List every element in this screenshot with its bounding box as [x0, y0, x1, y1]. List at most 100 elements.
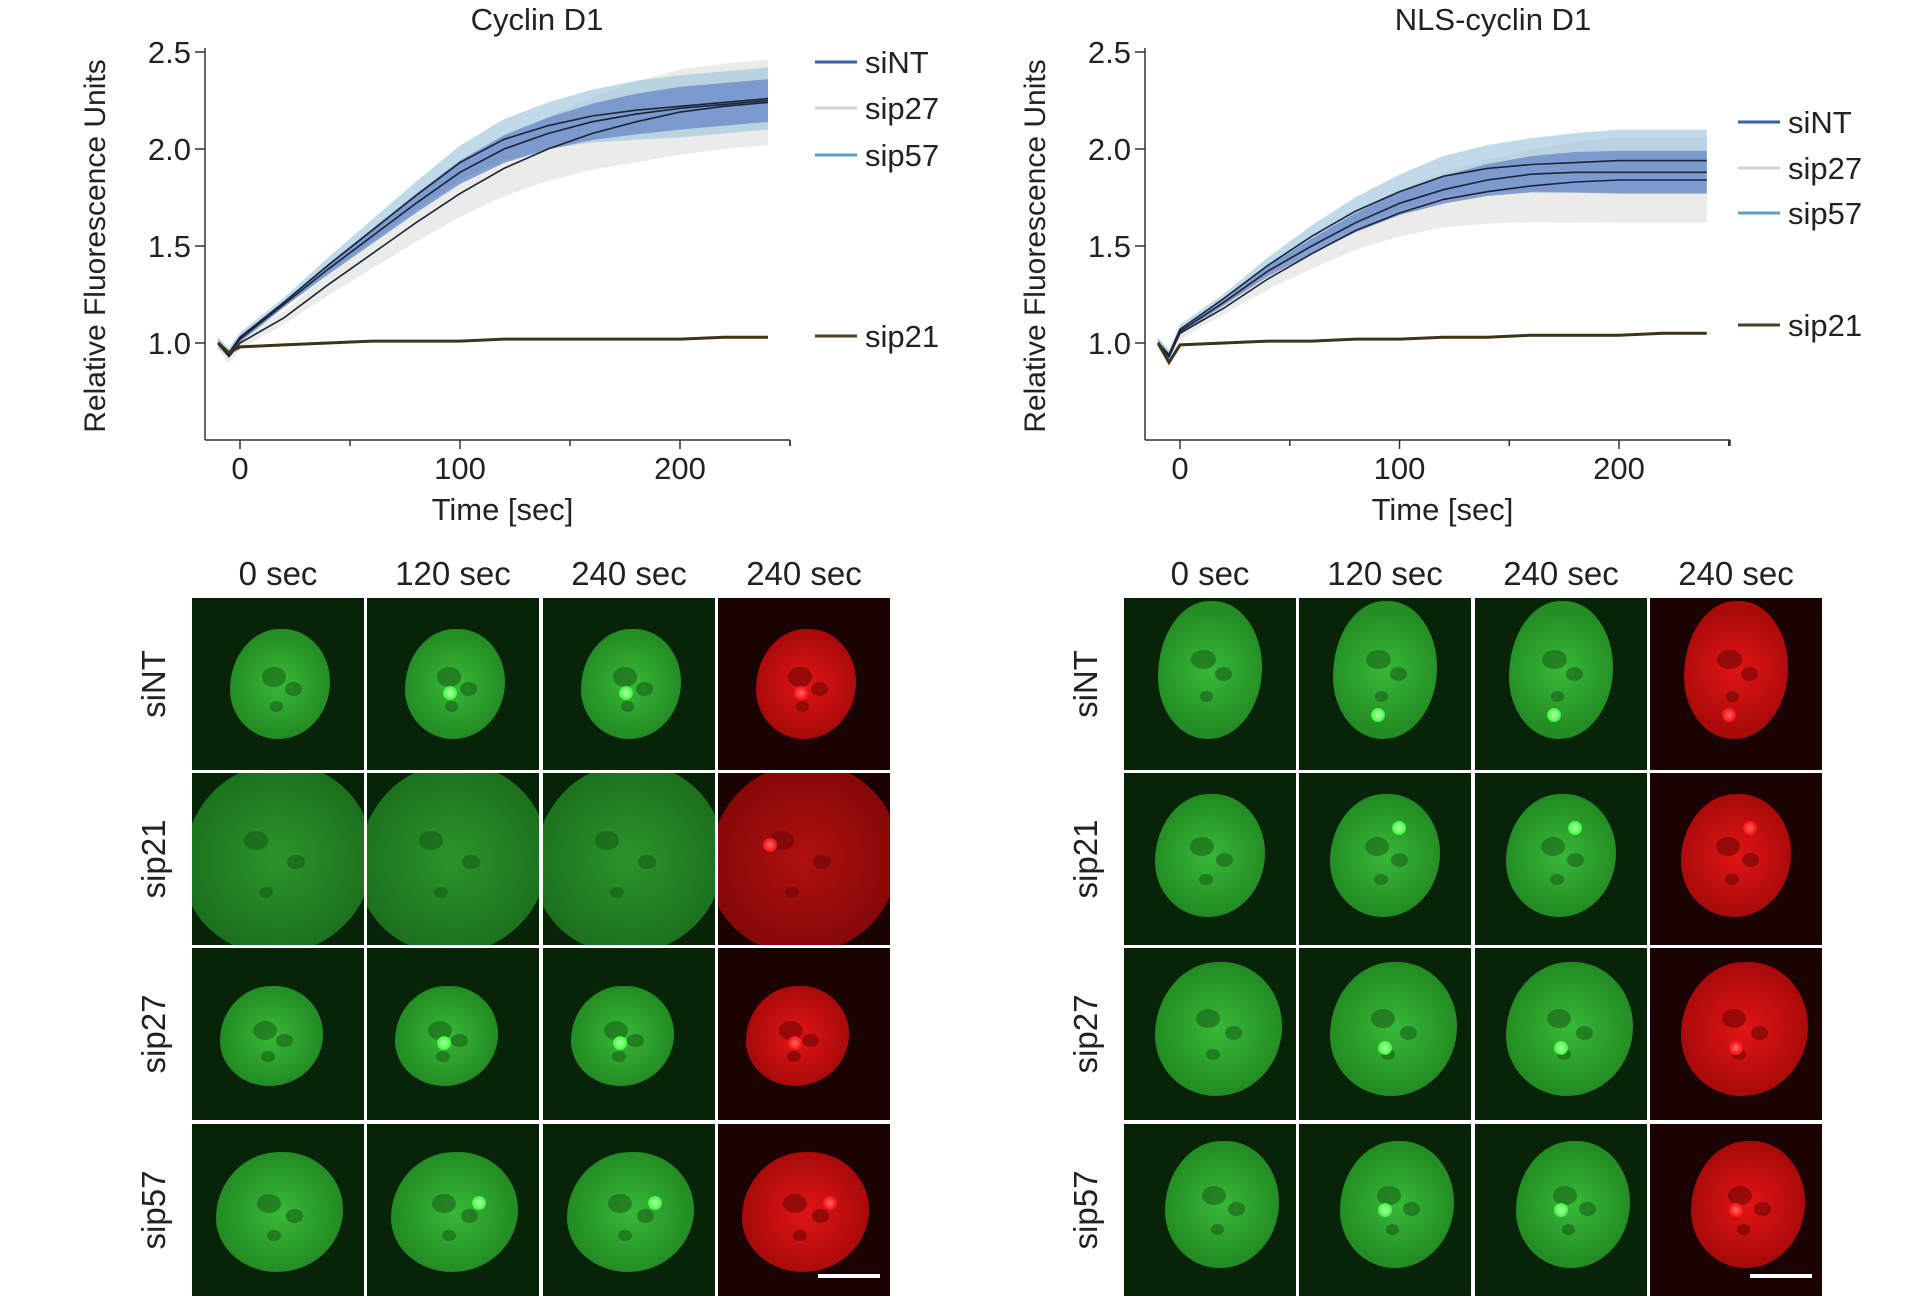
bleach-spot [788, 1035, 803, 1050]
nucleolus [627, 1033, 645, 1048]
nucleolus [1753, 1202, 1771, 1217]
nucleolus [782, 1193, 807, 1213]
nucleolus [778, 1020, 803, 1040]
micrograph-row-label: siNT [1067, 650, 1104, 718]
cell-nucleus [1680, 793, 1792, 918]
nucleolus [1561, 1223, 1576, 1235]
cell-nucleus [1333, 601, 1437, 740]
cell-nucleus [1505, 793, 1617, 918]
nucleolus [1552, 1185, 1577, 1205]
x-axis-label: Time [sec] [1372, 492, 1514, 527]
nucleolus [635, 681, 653, 696]
y-tick-label: 2.5 [1088, 35, 1131, 70]
y-axis-label: Relative Fluorescence Units [79, 59, 112, 433]
nucleolus [637, 1209, 655, 1224]
bleach-spot [1391, 821, 1406, 836]
nucleolus [620, 700, 635, 712]
nucleolus [462, 855, 480, 869]
legend-label-sip27: sip27 [865, 91, 939, 126]
micrograph-panel [718, 1124, 890, 1296]
cell-nucleus [1158, 601, 1262, 740]
nucleolus [1546, 1008, 1571, 1028]
nucleolus [1736, 1223, 1751, 1235]
chart-cyclin-d1: Cyclin D1 1.0 1.5 2.0 2.5 Relative Fluorescen… [79, 2, 939, 527]
nucleolus [441, 1229, 456, 1241]
nucleolus [252, 1020, 277, 1040]
micrograph-panel [1475, 1124, 1647, 1296]
bleach-spot [613, 1035, 628, 1050]
nucleolus [286, 1209, 304, 1224]
bleach-spot [471, 1196, 486, 1211]
micrograph-panel [367, 598, 539, 770]
nucleolus [1201, 1185, 1226, 1205]
bleach-spot [1554, 1040, 1568, 1055]
bleach-spot [1729, 1203, 1743, 1217]
nucleolus [1731, 1048, 1746, 1060]
nucleolus [1374, 690, 1389, 702]
micrograph-panel [1124, 598, 1296, 770]
legend-label-sint: siNT [1788, 105, 1852, 140]
y-tick-label: 2.5 [148, 35, 191, 70]
bleach-spot [762, 838, 777, 853]
cell-nucleus [391, 1151, 519, 1272]
nucleolus [610, 887, 624, 899]
x-tick-label: 200 [1593, 451, 1645, 486]
chart-title: NLS-cyclin D1 [1395, 2, 1591, 37]
bleach-spot [1554, 1203, 1568, 1217]
nucleolus [802, 1033, 820, 1048]
micrograph-row-label: sip57 [1067, 1170, 1104, 1250]
nucleolus [1556, 1048, 1571, 1060]
micrograph-panel [1475, 773, 1647, 945]
bleach-spot [1378, 1040, 1392, 1055]
nucleolus [260, 1050, 275, 1062]
nucleolus [1198, 874, 1213, 886]
nucleolus [1227, 1202, 1245, 1217]
micrograph-panel [1650, 1124, 1822, 1296]
nucleolus [1727, 1185, 1752, 1205]
nucleolus [436, 667, 461, 687]
nucleolus [261, 667, 286, 687]
cell-nucleus [1680, 961, 1809, 1096]
y-tick-label: 1.0 [148, 326, 191, 361]
micrograph-panel [192, 598, 364, 770]
nucleolus [1390, 667, 1408, 682]
micrograph-column-label: 240 sec [571, 555, 687, 592]
nucleolus [612, 667, 637, 687]
nucleolus [434, 887, 448, 899]
cell-nucleus [1505, 961, 1634, 1096]
cell-nucleus [1684, 601, 1788, 740]
nucleolus [1399, 1026, 1418, 1040]
nucleolus [1578, 1202, 1596, 1217]
nucleolus [459, 681, 477, 696]
nucleolus [259, 887, 273, 899]
nucleolus [256, 1193, 281, 1213]
cell-nucleus [1340, 1141, 1454, 1269]
nucleolus [1716, 836, 1741, 857]
cell-nucleus [1154, 793, 1266, 918]
bleach-spot [1729, 1040, 1743, 1055]
bleach-spot [793, 685, 808, 700]
legend-label-sip21: sip21 [865, 319, 939, 354]
nucleolus [1373, 874, 1388, 886]
micrograph-panel [1650, 948, 1822, 1120]
chart-title: Cyclin D1 [471, 2, 604, 37]
nucleolus [1725, 690, 1740, 702]
cell-nucleus [1691, 1141, 1805, 1269]
micrograph-panel [543, 598, 715, 770]
series-line-sip57 [217, 97, 769, 354]
micrograph-panel [1650, 598, 1822, 770]
y-tick-label: 1.5 [1088, 229, 1131, 264]
micrograph-column-label: 120 sec [1327, 555, 1443, 592]
nucleolus [1215, 667, 1233, 682]
bleach-spot [442, 685, 457, 700]
nucleolus [418, 830, 444, 850]
nucleolus [611, 1050, 626, 1062]
micrograph-panel [367, 948, 539, 1120]
nucleolus [1215, 853, 1233, 867]
micrograph-panel [1299, 598, 1471, 770]
nucleolus [1566, 853, 1584, 867]
cell-nucleus [216, 1151, 344, 1272]
nucleolus [287, 855, 305, 869]
nucleolus [1210, 1223, 1225, 1235]
nucleolus [1542, 649, 1567, 669]
